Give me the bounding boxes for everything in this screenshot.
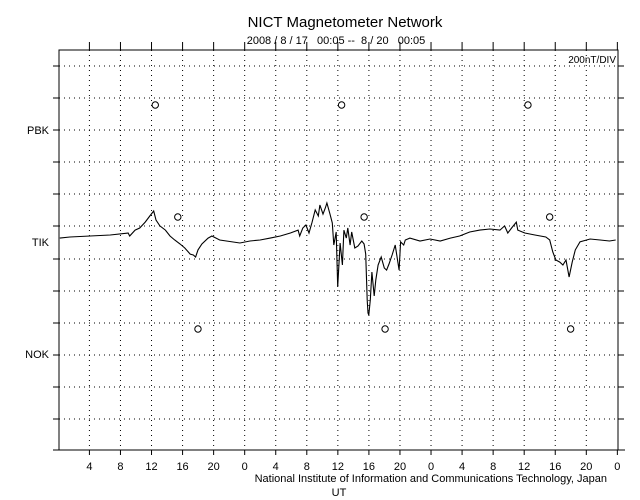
x-tick-label: 20 bbox=[208, 461, 220, 473]
x-tick-label: 12 bbox=[332, 461, 344, 473]
x-tick-label: 0 bbox=[242, 461, 248, 473]
station-marker bbox=[381, 325, 389, 333]
scale-label: 200nT/DIV bbox=[568, 55, 616, 66]
x-tick-label: 8 bbox=[490, 461, 496, 473]
x-tick-label: 4 bbox=[273, 461, 279, 473]
x-tick-label: 16 bbox=[363, 461, 375, 473]
x-tick-label: 12 bbox=[518, 461, 530, 473]
station-marker bbox=[524, 101, 532, 109]
x-tick-label: 0 bbox=[428, 461, 434, 473]
station-marker bbox=[360, 213, 368, 221]
x-axis-label: UT bbox=[332, 487, 347, 499]
axis-ticks bbox=[53, 42, 625, 455]
station-label-nok: NOK bbox=[25, 349, 50, 361]
station-marker bbox=[545, 213, 554, 221]
x-tick-label: 20 bbox=[580, 461, 592, 473]
station-marker bbox=[151, 101, 159, 109]
chart-title: NICT Magnetometer Network bbox=[248, 14, 443, 31]
station-label-pbk: PBK bbox=[27, 125, 50, 137]
series-line-tik bbox=[59, 201, 616, 316]
chart-subtitle: 2008 / 8 / 17 00:05 -- 8 / 20 00:05 bbox=[247, 35, 426, 47]
station-marker bbox=[566, 325, 575, 333]
markers bbox=[151, 101, 575, 333]
x-tick-label: 20 bbox=[394, 461, 406, 473]
x-tick-label: 12 bbox=[145, 461, 157, 473]
x-tick-label: 0 bbox=[614, 461, 620, 473]
x-tick-label: 8 bbox=[304, 461, 310, 473]
station-marker bbox=[337, 101, 346, 109]
x-tick-label: 16 bbox=[176, 461, 188, 473]
station-marker bbox=[174, 213, 182, 221]
tick-labels: 4 8 12 16 20 0 4 8 12 16 20 0 4 8 12 16 20 0 PBK TIK NOK bbox=[25, 125, 620, 473]
x-tick-label: 4 bbox=[86, 461, 92, 473]
station-marker bbox=[194, 325, 202, 333]
credit-text: National Institute of Information and Co… bbox=[255, 473, 607, 485]
plot-frame bbox=[58, 49, 619, 451]
x-tick-label: 4 bbox=[459, 461, 465, 473]
station-label-tik: TIK bbox=[32, 237, 50, 249]
grid bbox=[59, 50, 618, 450]
x-tick-label: 16 bbox=[549, 461, 561, 473]
x-tick-label: 8 bbox=[117, 461, 123, 473]
